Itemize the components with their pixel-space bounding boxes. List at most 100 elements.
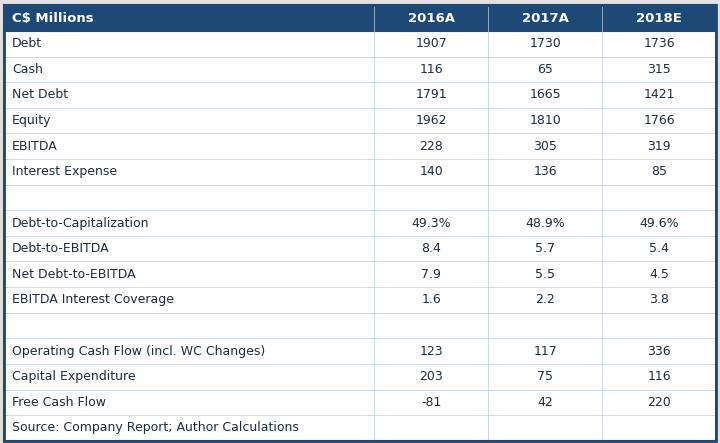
Bar xyxy=(374,159,488,185)
Bar xyxy=(488,210,603,236)
Text: 65: 65 xyxy=(537,63,553,76)
Text: EBITDA Interest Coverage: EBITDA Interest Coverage xyxy=(12,293,174,307)
Bar xyxy=(374,82,488,108)
Bar xyxy=(374,338,488,364)
Bar xyxy=(374,261,488,287)
Text: 1907: 1907 xyxy=(415,37,447,50)
Bar xyxy=(488,415,603,441)
Text: C$ Millions: C$ Millions xyxy=(12,12,94,25)
Text: 5.5: 5.5 xyxy=(536,268,555,281)
Bar xyxy=(4,236,374,261)
Text: 2017A: 2017A xyxy=(522,12,569,25)
Bar xyxy=(4,133,374,159)
Bar xyxy=(374,287,488,313)
Bar xyxy=(603,287,716,313)
Text: -81: -81 xyxy=(421,396,441,409)
Text: 49.6%: 49.6% xyxy=(639,217,679,229)
Text: 116: 116 xyxy=(420,63,443,76)
Text: 5.7: 5.7 xyxy=(536,242,555,255)
Text: 1810: 1810 xyxy=(529,114,561,127)
Text: Net Debt: Net Debt xyxy=(12,89,68,101)
Text: 1730: 1730 xyxy=(529,37,561,50)
Text: 220: 220 xyxy=(647,396,671,409)
Bar xyxy=(374,185,488,210)
Bar xyxy=(603,108,716,133)
Text: Free Cash Flow: Free Cash Flow xyxy=(12,396,106,409)
Bar xyxy=(374,236,488,261)
Bar xyxy=(488,82,603,108)
Text: Debt-to-Capitalization: Debt-to-Capitalization xyxy=(12,217,150,229)
Bar xyxy=(4,159,374,185)
Bar xyxy=(4,389,374,415)
Bar xyxy=(488,261,603,287)
Bar xyxy=(603,389,716,415)
Text: 336: 336 xyxy=(647,345,671,358)
Bar xyxy=(488,338,603,364)
Text: Interest Expense: Interest Expense xyxy=(12,165,117,179)
Bar xyxy=(488,159,603,185)
Text: 305: 305 xyxy=(534,140,557,153)
Text: 8.4: 8.4 xyxy=(421,242,441,255)
Bar xyxy=(488,185,603,210)
Bar xyxy=(4,108,374,133)
Bar xyxy=(4,287,374,313)
Text: 1962: 1962 xyxy=(415,114,447,127)
Bar xyxy=(374,5,488,31)
Text: 116: 116 xyxy=(647,370,671,383)
Text: Capital Expenditure: Capital Expenditure xyxy=(12,370,136,383)
Bar xyxy=(374,364,488,389)
Bar xyxy=(374,210,488,236)
Bar xyxy=(488,5,603,31)
Text: 117: 117 xyxy=(534,345,557,358)
Bar xyxy=(488,31,603,57)
Bar xyxy=(4,338,374,364)
Bar xyxy=(374,133,488,159)
Bar xyxy=(603,236,716,261)
Bar xyxy=(488,389,603,415)
Text: 42: 42 xyxy=(537,396,553,409)
Text: Net Debt-to-EBITDA: Net Debt-to-EBITDA xyxy=(12,268,136,281)
Text: Debt-to-EBITDA: Debt-to-EBITDA xyxy=(12,242,109,255)
Text: 49.3%: 49.3% xyxy=(411,217,451,229)
Text: 228: 228 xyxy=(420,140,443,153)
Text: 5.4: 5.4 xyxy=(649,242,670,255)
Bar xyxy=(603,82,716,108)
Text: 136: 136 xyxy=(534,165,557,179)
Bar xyxy=(488,133,603,159)
Bar xyxy=(374,57,488,82)
Bar xyxy=(4,313,374,338)
Bar xyxy=(488,57,603,82)
Bar xyxy=(4,82,374,108)
Text: Cash: Cash xyxy=(12,63,43,76)
Bar xyxy=(488,236,603,261)
Bar xyxy=(488,313,603,338)
Text: 203: 203 xyxy=(420,370,443,383)
Text: 75: 75 xyxy=(537,370,554,383)
Bar xyxy=(374,389,488,415)
Bar xyxy=(4,210,374,236)
Text: 1.6: 1.6 xyxy=(421,293,441,307)
Bar xyxy=(488,364,603,389)
Text: 1736: 1736 xyxy=(644,37,675,50)
Text: 7.9: 7.9 xyxy=(421,268,441,281)
Text: EBITDA: EBITDA xyxy=(12,140,58,153)
Bar xyxy=(603,5,716,31)
Text: 48.9%: 48.9% xyxy=(526,217,565,229)
Text: 140: 140 xyxy=(420,165,443,179)
Bar xyxy=(374,415,488,441)
Bar xyxy=(374,31,488,57)
Bar xyxy=(603,57,716,82)
Bar xyxy=(603,210,716,236)
Bar xyxy=(4,57,374,82)
Text: 123: 123 xyxy=(420,345,443,358)
Text: 2.2: 2.2 xyxy=(536,293,555,307)
Bar xyxy=(4,31,374,57)
Text: Equity: Equity xyxy=(12,114,52,127)
Bar xyxy=(603,364,716,389)
Text: 1665: 1665 xyxy=(529,89,561,101)
Text: 315: 315 xyxy=(647,63,671,76)
Bar xyxy=(374,313,488,338)
Bar xyxy=(4,364,374,389)
Bar xyxy=(603,415,716,441)
Text: 85: 85 xyxy=(652,165,667,179)
